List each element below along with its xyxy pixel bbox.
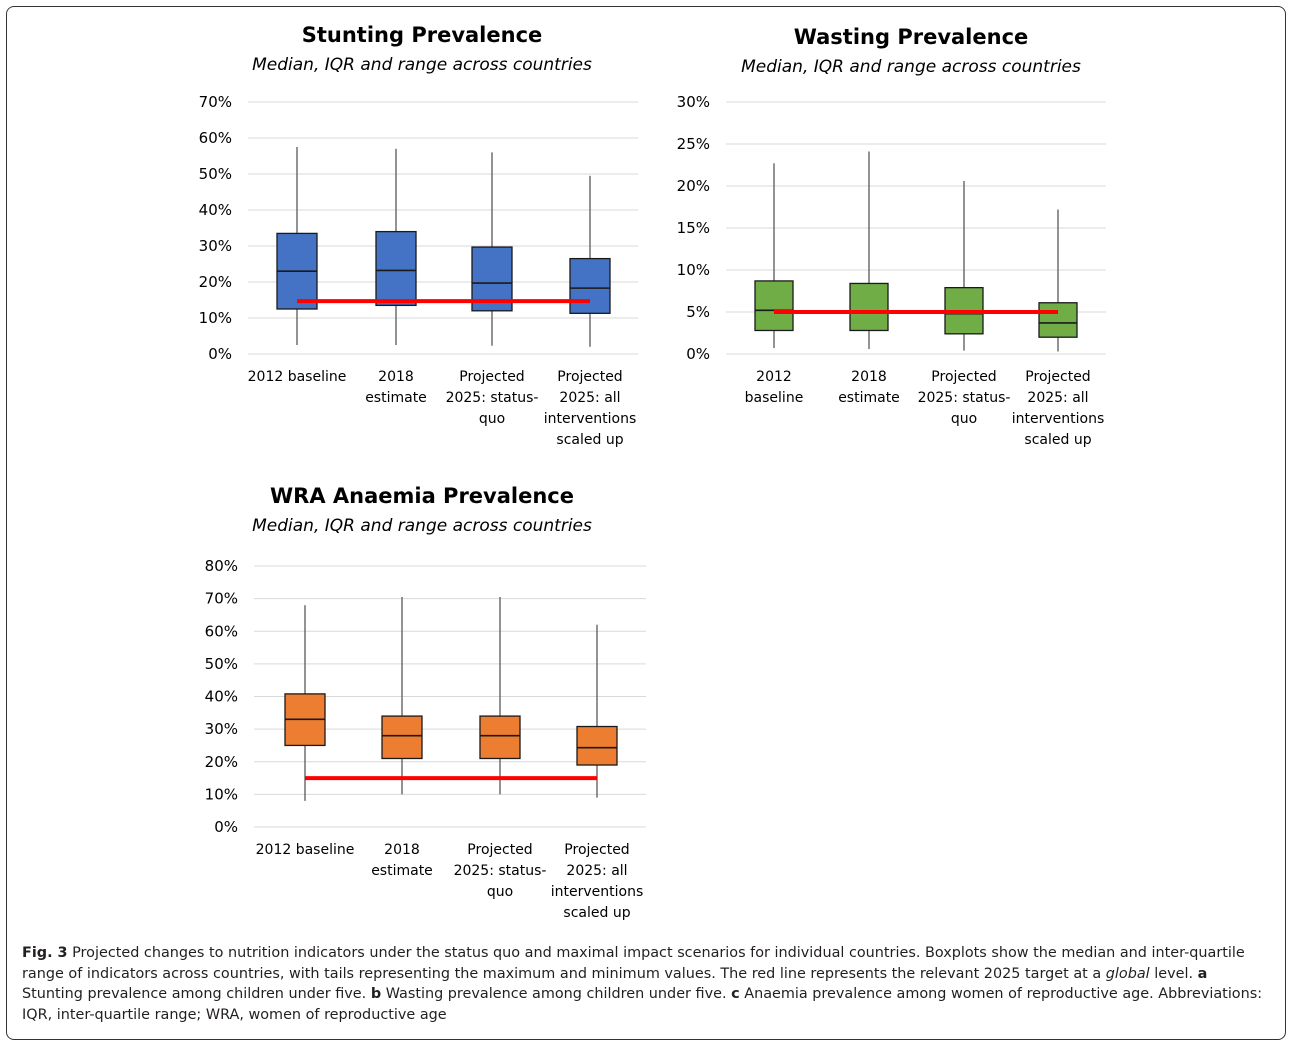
caption-fig-label: Fig. 3: [22, 945, 68, 961]
wasting-chart-subtitle: Median, IQR and range across countries: [741, 57, 1081, 77]
stunting-category-label: 2018: [378, 369, 414, 385]
stunting-chart: Stunting Prevalence Median, IQR and range…: [199, 23, 638, 448]
stunting-category-label: interventions: [544, 411, 637, 427]
wasting-category-label: scaled up: [1024, 432, 1091, 448]
wasting-y-tick-label: 5%: [686, 303, 710, 321]
figure-caption: Fig. 3 Projected changes to nutrition in…: [22, 943, 1272, 1025]
stunting-category-label: estimate: [365, 390, 427, 406]
stunting-category-label: 2012 baseline: [248, 369, 347, 385]
anaemia-y-tick-label: 30%: [205, 720, 238, 738]
wasting-category-label: 2012: [756, 369, 792, 385]
anaemia-y-tick-label: 40%: [205, 688, 238, 706]
wasting-y-tick-label: 0%: [686, 345, 710, 363]
caption-label-a: a: [1197, 965, 1208, 982]
anaemia-chart-subtitle: Median, IQR and range across countries: [252, 516, 592, 536]
anaemia-box: [381, 715, 423, 760]
wasting-category-label: quo: [951, 411, 977, 427]
anaemia-y-tick-label: 50%: [205, 655, 238, 673]
stunting-y-tick-label: 40%: [199, 201, 232, 219]
anaemia-box: [576, 725, 618, 766]
caption-text-b: Wasting prevalence among children under …: [381, 986, 732, 1002]
stunting-category-label: scaled up: [556, 432, 623, 448]
anaemia-category-label: 2018: [384, 842, 420, 858]
wasting-y-tick-label: 10%: [677, 261, 710, 279]
wasting-category-label: Projected: [1025, 369, 1090, 385]
caption-emphasis: global: [1105, 965, 1150, 982]
wasting-y-tick-label: 20%: [677, 177, 710, 195]
anaemia-chart-title: WRA Anaemia Prevalence: [270, 484, 574, 508]
stunting-chart-title: Stunting Prevalence: [302, 23, 543, 47]
anaemia-category-label: estimate: [371, 863, 433, 879]
stunting-y-tick-label: 10%: [199, 309, 232, 327]
stunting-chart-subtitle: Median, IQR and range across countries: [252, 55, 592, 75]
caption-text-1: Projected changes to nutrition indicator…: [22, 945, 1245, 982]
stunting-box: [569, 257, 611, 314]
caption-label-b: b: [370, 986, 382, 1002]
stunting-box: [375, 230, 417, 307]
charts-canvas: Stunting Prevalence Median, IQR and range…: [199, 23, 1106, 921]
stunting-y-tick-label: 50%: [199, 165, 232, 183]
wasting-y-tick-label: 25%: [677, 135, 710, 153]
wasting-box: [1038, 302, 1078, 338]
anaemia-category-label: scaled up: [563, 905, 630, 921]
anaemia-category-label: interventions: [551, 884, 644, 900]
wasting-category-label: baseline: [745, 390, 804, 406]
wasting-category-label: 2025: status-: [918, 390, 1011, 406]
anaemia-y-tick-label: 20%: [205, 753, 238, 771]
wasting-box: [849, 282, 889, 332]
anaemia-y-tick-label: 70%: [205, 590, 238, 608]
wasting-category-label: estimate: [838, 390, 900, 406]
wasting-category-label: 2025: all: [1027, 390, 1088, 406]
stunting-category-label: Projected: [557, 369, 622, 385]
wasting-category-label: 2018: [851, 369, 887, 385]
anaemia-category-label: Projected: [467, 842, 532, 858]
stunting-category-label: 2025: status-: [446, 390, 539, 406]
anaemia-y-tick-label: 60%: [205, 622, 238, 640]
figure-frame: [6, 6, 1286, 1040]
anaemia-category-label: Projected: [564, 842, 629, 858]
caption-text-2: level.: [1149, 965, 1198, 982]
wasting-y-tick-label: 30%: [677, 93, 710, 111]
anaemia-y-tick-label: 10%: [205, 785, 238, 803]
anaemia-y-tick-label: 80%: [205, 557, 238, 575]
anaemia-category-label: 2025: all: [566, 863, 627, 879]
anaemia-y-tick-label: 0%: [214, 818, 238, 836]
wasting-box: [754, 280, 794, 332]
stunting-y-tick-label: 20%: [199, 273, 232, 291]
anaemia-category-label: 2012 baseline: [256, 842, 355, 858]
caption-text-c: Anaemia prevalence among women of reprod…: [22, 986, 1263, 1023]
wasting-y-tick-label: 15%: [677, 219, 710, 237]
anaemia-box: [479, 715, 521, 760]
anaemia-category-label: 2025: status-: [454, 863, 547, 879]
wasting-chart-title: Wasting Prevalence: [794, 25, 1029, 49]
stunting-y-tick-label: 30%: [199, 237, 232, 255]
wasting-chart: Wasting Prevalence Median, IQR and range …: [677, 25, 1106, 448]
stunting-category-label: 2025: all: [559, 390, 620, 406]
anaemia-chart: WRA Anaemia Prevalence Median, IQR and ra…: [205, 484, 646, 921]
stunting-category-label: quo: [479, 411, 505, 427]
anaemia-category-label: quo: [487, 884, 513, 900]
caption-label-c: c: [731, 986, 740, 1002]
wasting-category-label: interventions: [1012, 411, 1105, 427]
stunting-y-tick-label: 60%: [199, 129, 232, 147]
stunting-y-tick-label: 0%: [208, 345, 232, 363]
wasting-category-label: Projected: [931, 369, 996, 385]
stunting-y-tick-label: 70%: [199, 93, 232, 111]
stunting-category-label: Projected: [459, 369, 524, 385]
caption-text-a: Stunting prevalence among children under…: [22, 986, 371, 1002]
